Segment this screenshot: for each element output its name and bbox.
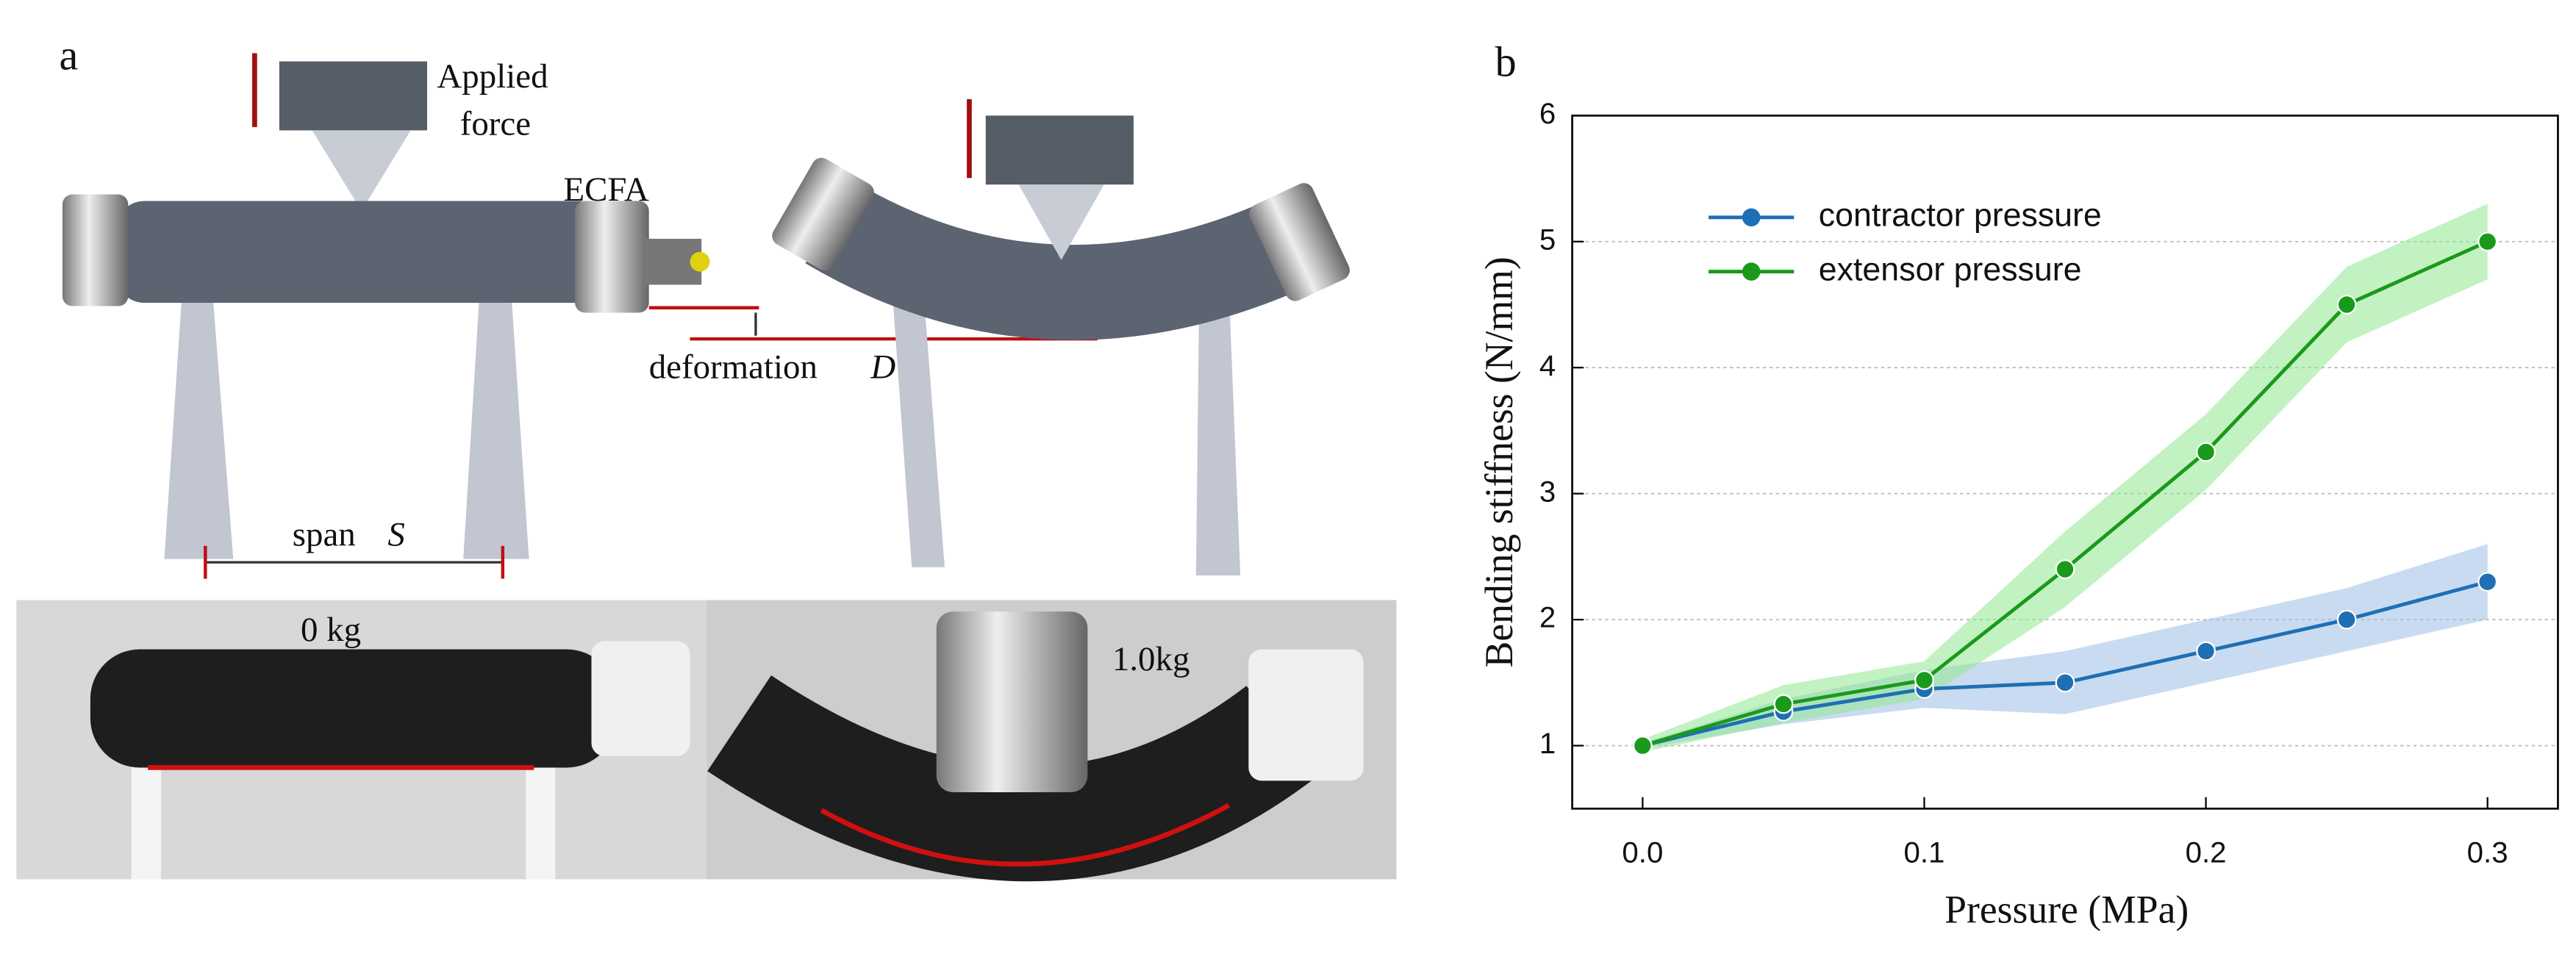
- y-tick-label: 6: [1539, 97, 1556, 130]
- legend-label: contractor pressure: [1819, 198, 2102, 234]
- bent-tube: [707, 675, 1317, 882]
- tube: [115, 201, 608, 304]
- clamp: [1248, 649, 1364, 781]
- error-band: [1924, 531, 2066, 700]
- x-tick-label: 0.0: [1622, 836, 1663, 869]
- x-tick-label: 0.1: [1904, 836, 1945, 869]
- indenter-tip: [312, 130, 411, 211]
- legend-label: extensor pressure: [1819, 251, 2082, 287]
- legend-marker: [1742, 262, 1761, 281]
- support: [892, 287, 945, 567]
- port: [690, 251, 710, 272]
- data-point: [1914, 670, 1934, 690]
- y-tick-label: 5: [1539, 223, 1556, 256]
- annotation: force: [460, 105, 531, 143]
- annotation: S: [387, 515, 404, 553]
- plot-frame: [1571, 114, 2559, 810]
- weight: [936, 611, 1088, 792]
- x-axis-title: Pressure (MPa): [1944, 888, 2189, 932]
- tube: [90, 649, 617, 768]
- panel-label: b: [1495, 38, 1517, 86]
- annotation: deformation: [649, 348, 817, 386]
- annotation: span: [293, 515, 356, 553]
- data-point: [2336, 295, 2357, 315]
- end-cap: [1249, 183, 1350, 301]
- x-tick-label: 0.3: [2467, 836, 2508, 869]
- support: [1195, 287, 1241, 575]
- data-point: [2055, 672, 2075, 693]
- y-tick-label: 2: [1539, 601, 1556, 634]
- error-band: [2347, 544, 2488, 651]
- annotation: Applied: [437, 57, 548, 96]
- x-tick-label: 0.2: [2186, 836, 2227, 869]
- end-cap: [62, 194, 129, 306]
- y-tick-label: 3: [1539, 475, 1556, 508]
- data-point: [1773, 694, 1794, 714]
- annotation: D: [870, 348, 895, 386]
- data-point: [2336, 609, 2357, 630]
- y-tick-label: 1: [1539, 727, 1556, 760]
- data-point: [1632, 736, 1653, 755]
- legend-marker: [1742, 208, 1761, 227]
- indenter: [985, 115, 1134, 185]
- clamp: [591, 641, 690, 756]
- data-point: [2477, 231, 2498, 252]
- y-axis-title: Bending stiffness (N/mm): [1477, 256, 1521, 667]
- data-point: [2196, 442, 2216, 462]
- y-tick-label: 4: [1539, 349, 1556, 382]
- end-cap: [772, 157, 874, 270]
- support: [164, 263, 234, 559]
- panel-label: a: [59, 32, 78, 79]
- support: [463, 263, 529, 559]
- data-point: [2055, 559, 2075, 579]
- marker-line: [820, 803, 1231, 867]
- indenter-tip: [1018, 184, 1104, 260]
- data-point: [2477, 572, 2498, 592]
- annotation: 0 kg: [301, 611, 361, 649]
- annotation: ECFA: [564, 170, 650, 209]
- bent-tube: [805, 181, 1318, 340]
- end-cap: [575, 201, 649, 313]
- indenter: [279, 61, 428, 131]
- data-point: [2196, 641, 2216, 661]
- annotation: 1.0kg: [1112, 640, 1190, 678]
- panel-a-illustration: a Applied force ECFA deformation D span …: [16, 32, 1397, 882]
